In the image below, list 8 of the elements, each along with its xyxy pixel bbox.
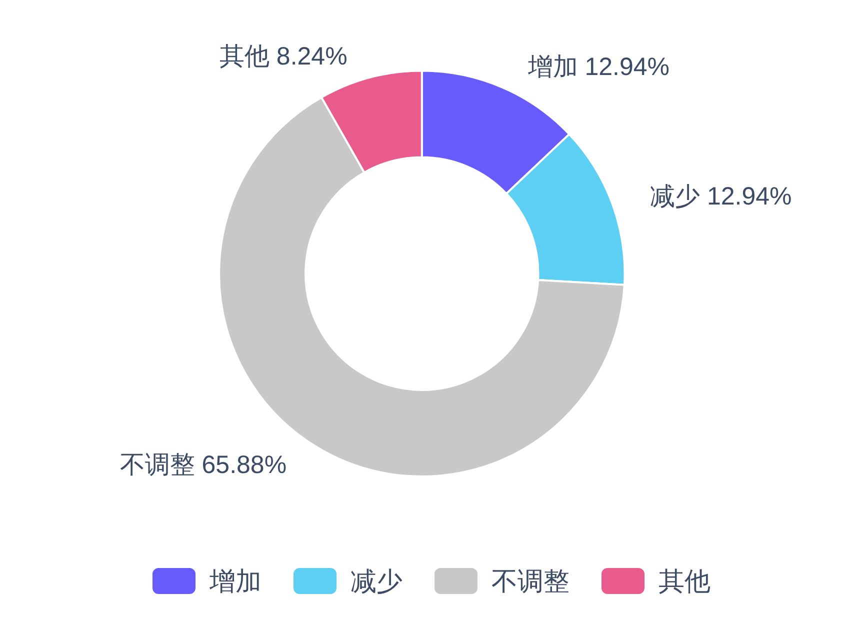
category-label: 减少 12.94%: [650, 182, 792, 210]
category-label: 不调整 65.88%: [120, 450, 287, 479]
legend-label: 增加: [208, 566, 262, 596]
category-label: 其他 8.24%: [219, 42, 348, 70]
legend-label: 不调整: [492, 566, 570, 596]
legend-label: 减少: [350, 566, 402, 596]
category-label: 增加 12.94%: [528, 53, 670, 82]
legend-label: 其他: [658, 566, 710, 596]
